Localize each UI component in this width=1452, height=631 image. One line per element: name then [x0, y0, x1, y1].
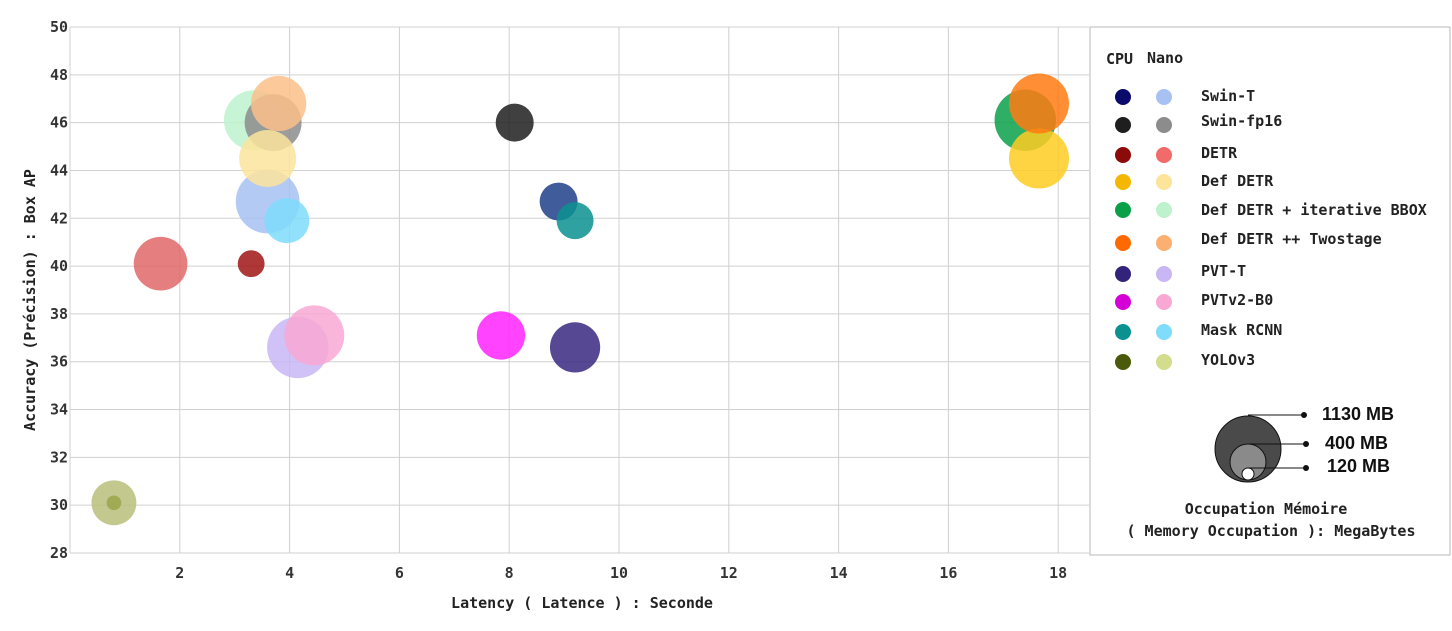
size-legend-label-small: 120 MB — [1327, 456, 1390, 476]
y-axis-title: Accuracy (Précision) : Box AP — [21, 169, 39, 431]
bubble-def-detr-twostage-cpu — [1008, 73, 1069, 134]
legend-label-pvt-t: PVT-T — [1201, 262, 1246, 280]
size-legend-dot-medium — [1303, 441, 1309, 447]
size-legend-title-line2: ( Memory Occupation ): MegaBytes — [1127, 522, 1416, 540]
x-tick-label: 12 — [720, 564, 738, 582]
size-legend-dot-small — [1303, 465, 1309, 471]
bubble-yolov3-cpu — [106, 495, 122, 511]
legend-nano-swatch-pvt-t — [1156, 266, 1172, 282]
y-tick-label: 50 — [50, 18, 68, 36]
bubble-def-detr-twostage-nano — [250, 75, 307, 132]
y-tick-label: 44 — [50, 161, 68, 179]
y-tick-label: 28 — [50, 544, 68, 562]
legend-entries: Swin-T Swin-fp16 DETR Def DETR Def DETR + it… — [1115, 87, 1427, 370]
bubbles — [91, 73, 1069, 526]
legend-nano-swatch-def-detr-twostage — [1156, 235, 1172, 251]
legend-label-def-detr-iterative-bbox: Def DETR + iterative BBOX — [1201, 201, 1427, 219]
x-axis-ticks: 2 4 6 8 10 12 14 16 18 — [175, 564, 1067, 582]
legend-cpu-swatch-def-detr-twostage — [1115, 235, 1131, 251]
bubble-swin-fp16-cpu — [495, 103, 534, 142]
size-legend-dot-large — [1301, 412, 1307, 418]
grid — [69, 26, 1089, 554]
bubble-detr-cpu — [237, 250, 265, 278]
legend-label-swin-t: Swin-T — [1201, 87, 1255, 105]
legend-box: CPU Nano Swin-T Swin-fp16 DETR Def DETR Def … — [1089, 26, 1451, 556]
legend-cpu-swatch-yolov3 — [1115, 354, 1131, 370]
y-axis-ticks: 28 30 32 34 36 38 40 42 44 46 48 50 — [50, 18, 68, 562]
legend-cpu-swatch-def-detr-iterative-bbox — [1115, 202, 1131, 218]
bubble-mask-rcnn-cpu — [556, 202, 594, 240]
legend-label-pvtv2-b0: PVTv2-B0 — [1201, 291, 1273, 309]
legend-cpu-swatch-detr — [1115, 147, 1131, 163]
legend-label-def-detr-twostage: Def DETR ++ Twostage — [1201, 230, 1382, 248]
y-tick-label: 36 — [50, 353, 68, 371]
legend-nano-swatch-pvtv2-b0 — [1156, 294, 1172, 310]
y-tick-label: 30 — [50, 496, 68, 514]
x-axis-title: Latency ( Latence ) : Seconde — [451, 594, 713, 612]
size-legend-label-large: 1130 MB — [1322, 404, 1394, 424]
bubble-pvtv2-b0-cpu — [476, 311, 526, 360]
legend-label-detr: DETR — [1201, 144, 1238, 162]
y-tick-label: 48 — [50, 66, 68, 84]
y-tick-label: 38 — [50, 305, 68, 323]
x-tick-label: 18 — [1049, 564, 1067, 582]
legend-nano-swatch-mask-rcnn — [1156, 324, 1172, 340]
legend-nano-swatch-def-detr — [1156, 174, 1172, 190]
legend-label-swin-fp16: Swin-fp16 — [1201, 112, 1282, 130]
legend-label-yolov3: YOLOv3 — [1201, 351, 1255, 369]
legend-header-cpu: CPU — [1106, 50, 1133, 68]
bubble-pvt-t-cpu — [549, 322, 601, 373]
x-tick-label: 16 — [939, 564, 957, 582]
legend-cpu-swatch-swin-fp16 — [1115, 117, 1131, 133]
legend-nano-swatch-swin-fp16 — [1156, 117, 1172, 133]
x-tick-label: 8 — [505, 564, 514, 582]
y-tick-label: 34 — [50, 401, 68, 419]
bubble-def-detr-nano — [239, 130, 297, 187]
bubble-pvtv2-b0-nano — [284, 305, 345, 366]
x-tick-label: 2 — [175, 564, 184, 582]
legend-nano-swatch-detr — [1156, 147, 1172, 163]
y-tick-label: 42 — [50, 209, 68, 227]
legend-nano-swatch-yolov3 — [1156, 354, 1172, 370]
bubble-def-detr-cpu — [1008, 128, 1069, 189]
y-tick-label: 32 — [50, 448, 68, 466]
bubble-mask-rcnn-nano — [264, 198, 310, 244]
legend-label-def-detr: Def DETR — [1201, 172, 1274, 190]
size-legend-title-line1: Occupation Mémoire — [1185, 500, 1348, 518]
plot-area — [70, 27, 1089, 553]
size-legend-circle-small — [1241, 467, 1255, 481]
size-legend-label-medium: 400 MB — [1325, 433, 1388, 453]
y-tick-label: 40 — [50, 257, 68, 275]
legend-cpu-swatch-swin-t — [1115, 89, 1131, 105]
x-tick-label: 14 — [830, 564, 848, 582]
legend-cpu-swatch-def-detr — [1115, 174, 1131, 190]
x-tick-label: 10 — [610, 564, 628, 582]
legend-nano-swatch-def-detr-iterative-bbox — [1156, 202, 1172, 218]
legend-nano-swatch-swin-t — [1156, 89, 1172, 105]
legend-cpu-swatch-mask-rcnn — [1115, 324, 1131, 340]
legend-cpu-swatch-pvt-t — [1115, 266, 1131, 282]
y-tick-label: 46 — [50, 114, 68, 132]
x-tick-label: 4 — [285, 564, 294, 582]
legend-header-nano: Nano — [1147, 49, 1183, 67]
legend-label-mask-rcnn: Mask RCNN — [1201, 321, 1282, 339]
x-tick-label: 6 — [395, 564, 404, 582]
legend-cpu-swatch-pvtv2-b0 — [1115, 294, 1131, 310]
size-legend: 1130 MB 400 MB 120 MB Occupation Mémoire… — [1127, 404, 1416, 540]
bubble-detr-nano — [133, 236, 188, 291]
